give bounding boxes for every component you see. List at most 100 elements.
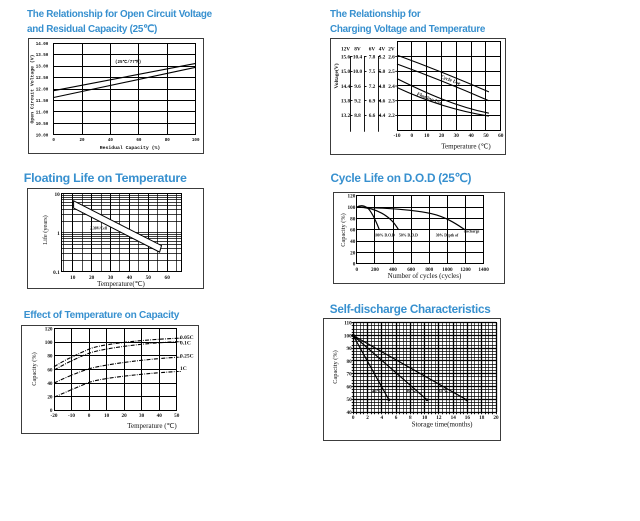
svg-text:20: 20 [79, 139, 85, 143]
svg-text:0.1C: 0.1C [180, 341, 191, 347]
svg-text:0: 0 [353, 262, 356, 268]
svg-text:1400: 1400 [478, 267, 489, 273]
svg-text:40: 40 [350, 239, 356, 245]
svg-text:-10: -10 [393, 133, 400, 139]
svg-text:13.00: 13.00 [36, 66, 49, 70]
svg-text:6.6: 6.6 [369, 113, 376, 119]
svg-text:5.0: 5.0 [379, 69, 386, 75]
svg-text:4.4: 4.4 [379, 113, 386, 119]
svg-text:2V: 2V [388, 47, 395, 53]
svg-text:13.8: 13.8 [341, 99, 351, 105]
svg-text:0: 0 [410, 133, 413, 139]
svg-text:30: 30 [454, 133, 460, 139]
svg-text:40: 40 [47, 381, 53, 387]
svg-text:0: 0 [88, 413, 91, 419]
svg-text:50% D.O.D: 50% D.O.D [399, 234, 418, 238]
svg-text:18: 18 [479, 415, 485, 421]
svg-text:50: 50 [174, 413, 180, 419]
svg-text:2.2: 2.2 [388, 113, 395, 119]
svg-text:Storage time(months): Storage time(months) [412, 421, 474, 429]
svg-text:4.8: 4.8 [379, 84, 386, 90]
svg-text:10.00: 10.00 [36, 134, 49, 138]
svg-text:10: 10 [424, 133, 430, 139]
svg-text:-10: -10 [68, 413, 75, 419]
svg-text:8V: 8V [354, 47, 361, 53]
svg-text:13.50: 13.50 [36, 54, 49, 58]
svg-text:800: 800 [425, 267, 433, 273]
svg-text:2.3: 2.3 [388, 99, 395, 105]
svg-text:20: 20 [47, 394, 53, 400]
svg-text:100: 100 [45, 340, 53, 346]
svg-text:100% D.O.D: 100% D.O.D [374, 234, 395, 238]
svg-text:Number of cycles (cycles): Number of cycles (cycles) [388, 272, 462, 280]
svg-text:30: 30 [108, 275, 114, 281]
svg-text:40: 40 [127, 275, 133, 281]
svg-text:1000: 1000 [442, 267, 453, 273]
svg-text:discharge: discharge [464, 230, 480, 234]
svg-text:40: 40 [347, 410, 353, 416]
svg-text:0: 0 [356, 267, 359, 273]
svg-text:80: 80 [347, 359, 353, 365]
svg-text:60: 60 [136, 139, 142, 143]
svg-text:2.30V/Cell: 2.30V/Cell [90, 227, 107, 231]
svg-text:6: 6 [395, 415, 398, 421]
svg-text:200: 200 [371, 267, 379, 273]
svg-text:4.6: 4.6 [379, 99, 386, 105]
svg-text:0: 0 [52, 139, 55, 143]
svg-text:Capacity (%): Capacity (%) [340, 213, 347, 246]
svg-text:0: 0 [352, 415, 355, 421]
svg-text:80: 80 [165, 139, 171, 143]
svg-text:4: 4 [381, 415, 384, 421]
svg-text:0.05C: 0.05C [180, 335, 194, 341]
svg-text:20: 20 [439, 133, 445, 139]
svg-text:20: 20 [350, 250, 356, 256]
svg-text:11.50: 11.50 [36, 100, 49, 104]
svg-text:15.0: 15.0 [341, 69, 351, 75]
svg-text:12.50: 12.50 [36, 77, 49, 81]
svg-text:40: 40 [157, 413, 163, 419]
svg-text:10: 10 [70, 275, 76, 281]
svg-text:14.00: 14.00 [36, 43, 49, 47]
svg-text:20: 20 [89, 275, 95, 281]
svg-text:120: 120 [45, 327, 53, 333]
svg-text:0.25C: 0.25C [180, 354, 194, 360]
svg-text:Capacity (%): Capacity (%) [332, 350, 339, 383]
svg-text:8: 8 [409, 415, 412, 421]
svg-text:100: 100 [344, 333, 352, 339]
svg-text:10: 10 [104, 413, 110, 419]
svg-text:60: 60 [498, 133, 504, 139]
svg-text:30% Depth of: 30% Depth of [436, 234, 459, 238]
svg-text:40℃: 40℃ [372, 388, 383, 394]
svg-text:10.4: 10.4 [353, 54, 363, 60]
svg-text:50: 50 [146, 275, 152, 281]
svg-text:Temperature (℃): Temperature (℃) [127, 422, 177, 430]
svg-text:90: 90 [347, 346, 353, 352]
svg-text:50: 50 [347, 397, 353, 403]
svg-text:60: 60 [350, 228, 356, 234]
svg-text:12V: 12V [341, 47, 350, 53]
svg-text:1C: 1C [180, 366, 187, 372]
svg-text:20: 20 [122, 413, 128, 419]
svg-text:60: 60 [347, 384, 353, 390]
svg-text:9.2: 9.2 [354, 99, 361, 105]
svg-text:400: 400 [389, 267, 397, 273]
svg-text:12.00: 12.00 [36, 89, 49, 93]
svg-text:0.1: 0.1 [53, 270, 60, 276]
svg-text:30℃: 30℃ [406, 387, 417, 393]
svg-text:14: 14 [451, 415, 457, 421]
svg-text:9.6: 9.6 [354, 84, 361, 90]
svg-text:Residual Capacity (%): Residual Capacity (%) [100, 145, 161, 151]
svg-text:Floating Use: Floating Use [416, 92, 444, 107]
svg-text:40: 40 [108, 139, 114, 143]
svg-text:110: 110 [344, 321, 352, 327]
svg-text:2: 2 [366, 415, 369, 421]
svg-text:2.6: 2.6 [388, 54, 395, 60]
svg-text:60: 60 [165, 275, 171, 281]
svg-text:80: 80 [47, 354, 53, 360]
svg-text:7.8: 7.8 [369, 54, 376, 60]
svg-text:Capacity (%): Capacity (%) [31, 352, 38, 385]
svg-text:14.4: 14.4 [341, 84, 351, 90]
svg-text:6V: 6V [369, 47, 376, 53]
svg-text:100: 100 [348, 205, 356, 211]
svg-text:1: 1 [57, 231, 60, 237]
